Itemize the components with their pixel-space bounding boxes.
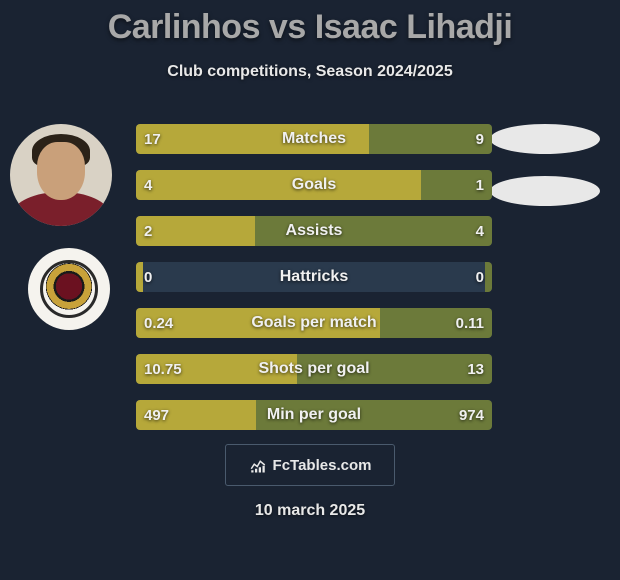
stat-bar-row: Shots per goal10.7513: [136, 354, 492, 384]
stat-bar-right-value: 974: [451, 400, 492, 430]
watermark-text: FcTables.com: [273, 457, 372, 474]
stat-bar-label: Assists: [136, 216, 492, 246]
page-title: Carlinhos vs Isaac Lihadji: [0, 0, 620, 47]
stat-bar-label: Goals per match: [136, 308, 492, 338]
date-text: 10 march 2025: [255, 502, 365, 520]
stat-bar-label: Matches: [136, 124, 492, 154]
stat-bar-left-value: 17: [136, 124, 169, 154]
player2-avatar-placeholder: [490, 124, 600, 154]
stat-bar-right-value: 0: [468, 262, 492, 292]
chart-icon: [249, 456, 267, 474]
stat-bar-left-value: 0: [136, 262, 160, 292]
watermark-badge: FcTables.com: [225, 444, 395, 486]
stat-bar-row: Hattricks0 0: [136, 262, 492, 292]
stat-bar-label: Min per goal: [136, 400, 492, 430]
player1-avatar: [10, 124, 112, 226]
stat-bar-row: Goals4 1: [136, 170, 492, 200]
stat-bar-row: Min per goal497 974: [136, 400, 492, 430]
stat-bar-right-value: 13: [459, 354, 492, 384]
stat-bar-row: Matches17 9: [136, 124, 492, 154]
stat-bar-right-value: 4: [468, 216, 492, 246]
stat-bar-row: Assists2 4: [136, 216, 492, 246]
avatar-column: [10, 124, 112, 342]
stat-bars: Matches179Goals41Assists24Hattricks00Goa…: [136, 124, 492, 446]
stat-bar-label: Goals: [136, 170, 492, 200]
stat-bar-left-value: 0.24: [136, 308, 181, 338]
page-subtitle: Club competitions, Season 2024/2025: [0, 63, 620, 81]
stat-bar-left-value: 4: [136, 170, 160, 200]
stat-bar-label: Hattricks: [136, 262, 492, 292]
stat-bar-left-value: 497: [136, 400, 177, 430]
stat-bar-right-value: 0.11: [448, 308, 492, 338]
right-placeholder-column: [490, 124, 600, 228]
stat-bar-right-value: 9: [468, 124, 492, 154]
stat-bar-left-value: 2: [136, 216, 160, 246]
stat-bar-right-value: 1: [468, 170, 492, 200]
stat-bar-left-value: 10.75: [136, 354, 190, 384]
club2-crest-placeholder: [490, 176, 600, 206]
club-crest: [28, 248, 110, 330]
stat-bar-row: Goals per match0.24 0.11: [136, 308, 492, 338]
